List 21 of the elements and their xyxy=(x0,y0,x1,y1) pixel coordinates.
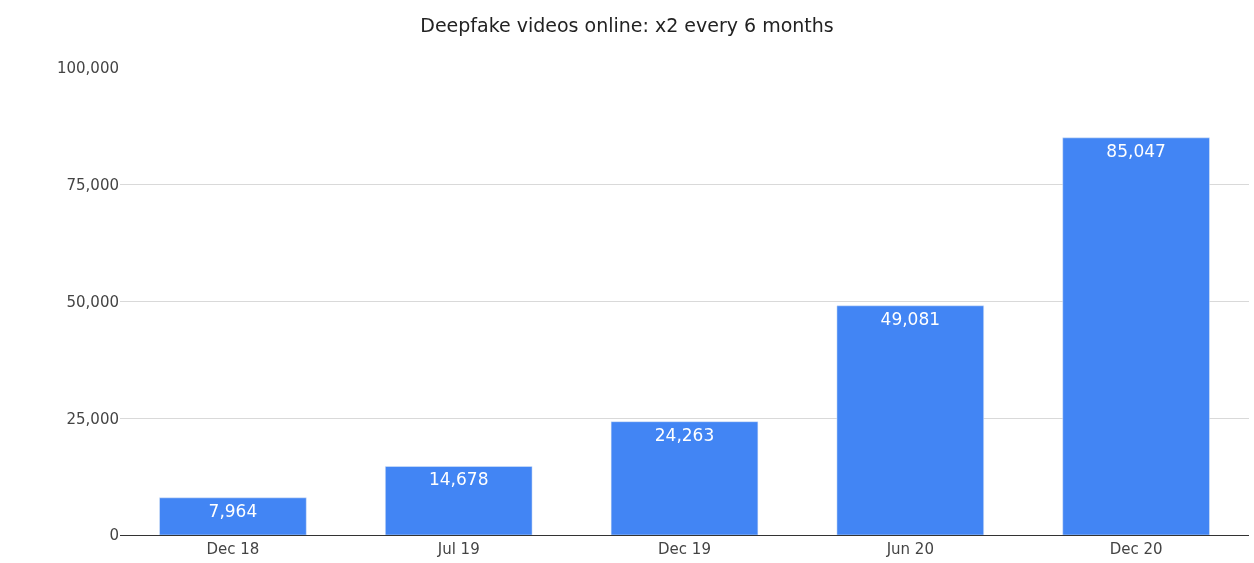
bar xyxy=(159,497,307,535)
bar xyxy=(1062,137,1210,535)
data-label: 7,964 xyxy=(208,500,258,521)
y-tick-label: 0 xyxy=(109,526,119,545)
bar xyxy=(385,466,533,535)
y-tick-label: 50,000 xyxy=(66,292,119,311)
y-tick-label: 25,000 xyxy=(66,409,119,428)
bar xyxy=(836,305,984,535)
x-tick-label: Jul 19 xyxy=(436,540,480,558)
data-label: 85,047 xyxy=(1106,140,1166,161)
x-tick-label: Dec 18 xyxy=(206,540,260,558)
x-tick-label: Dec 19 xyxy=(658,540,711,558)
chart-title: Deepfake videos online: x2 every 6 months xyxy=(420,13,834,36)
data-label: 14,678 xyxy=(428,469,489,490)
x-tick-label: Dec 20 xyxy=(1109,540,1163,558)
y-tick-label: 100,000 xyxy=(56,59,119,78)
x-tick-label: Jun 20 xyxy=(885,540,934,558)
bar xyxy=(610,421,759,535)
y-tick-label: 75,000 xyxy=(66,176,119,194)
data-label: 24,263 xyxy=(654,424,715,445)
data-label: 49,081 xyxy=(880,308,941,329)
